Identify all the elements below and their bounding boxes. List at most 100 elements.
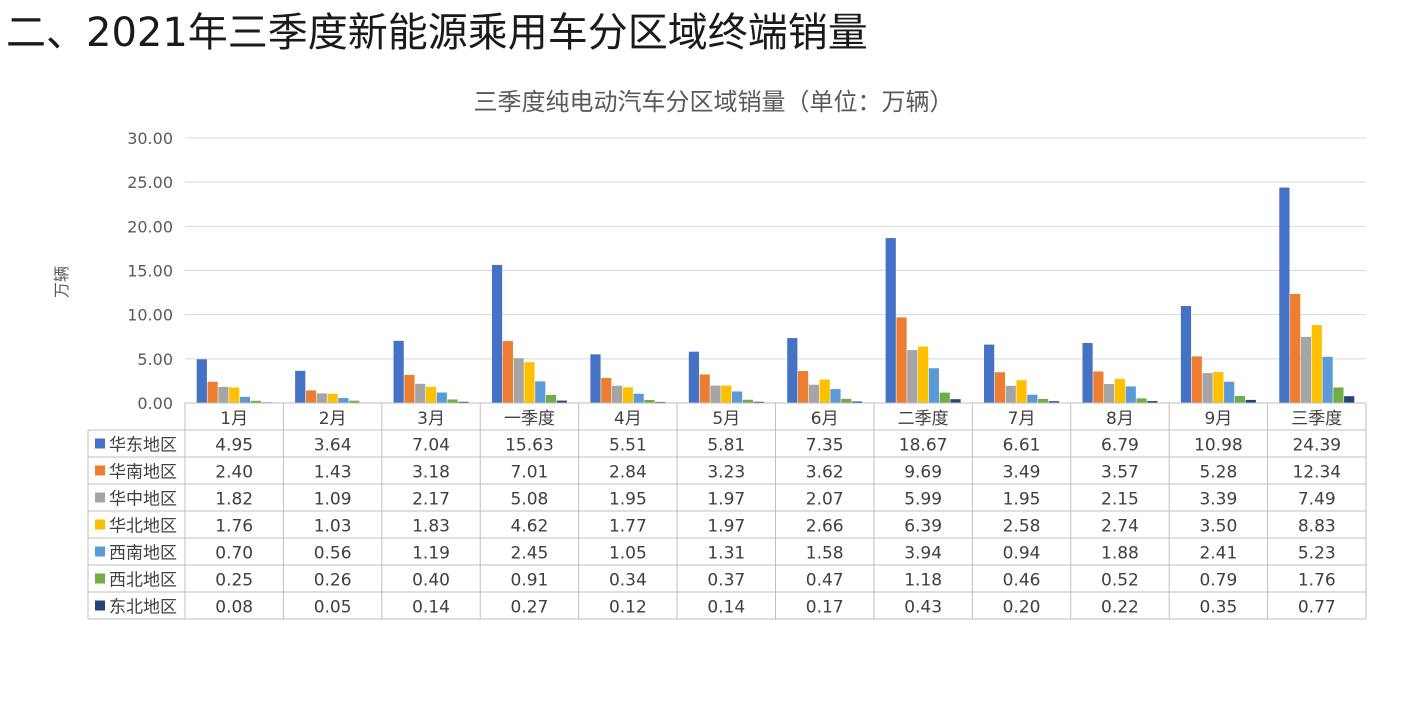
table-value: 1.19 (412, 544, 450, 564)
table-value: 2.58 (1003, 517, 1041, 537)
table-value: 0.26 (314, 571, 352, 591)
table-value: 3.50 (1199, 517, 1237, 537)
category-label: 4月 (614, 409, 642, 429)
bar (1202, 373, 1213, 403)
bar (1104, 384, 1115, 403)
table-value: 0.56 (314, 544, 352, 564)
page-heading: 二、2021年三季度新能源乘用车分区域终端销量 (6, 10, 868, 56)
series-name: 华南地区 (109, 463, 177, 483)
table-value: 1.31 (707, 544, 745, 564)
bar (601, 377, 612, 403)
bar (994, 372, 1006, 403)
bar (688, 351, 699, 403)
bar (633, 393, 644, 403)
table-value: 1.95 (1003, 490, 1041, 510)
bar (918, 346, 929, 403)
bar (545, 394, 557, 403)
bar (1048, 401, 1060, 403)
table-value: 5.51 (609, 436, 647, 456)
bar (808, 384, 820, 403)
bar (513, 358, 524, 403)
bar (907, 350, 918, 403)
table-value: 4.95 (215, 436, 253, 456)
category-label: 二季度 (898, 409, 949, 429)
table-value: 6.39 (904, 517, 942, 537)
bar (1082, 343, 1093, 403)
bar (1322, 356, 1333, 403)
bar (830, 389, 841, 403)
table-value: 1.58 (806, 544, 844, 564)
bar (229, 387, 240, 403)
category-label: 1月 (220, 409, 248, 429)
series-name: 东北地区 (109, 598, 177, 618)
table-value: 2.41 (1199, 544, 1237, 564)
bar (393, 340, 404, 403)
bar (852, 401, 863, 403)
table-value: 0.40 (412, 571, 450, 591)
legend-swatch (95, 600, 105, 611)
table-value: 1.18 (904, 571, 942, 591)
table-value: 1.97 (707, 517, 745, 537)
table-value: 1.88 (1101, 544, 1139, 564)
table-value: 2.17 (412, 490, 450, 510)
table-value: 0.35 (1199, 598, 1237, 618)
table-value: 3.94 (904, 544, 942, 564)
table-value: 1.76 (1298, 571, 1336, 591)
table-value: 0.20 (1003, 598, 1041, 618)
bar (1027, 394, 1038, 403)
table-value: 1.83 (412, 517, 450, 537)
table-value: 5.08 (511, 490, 549, 510)
bar (447, 399, 458, 403)
bar (939, 392, 950, 403)
y-tick-label: 0.00 (137, 394, 173, 413)
bar (436, 392, 447, 403)
table-value: 1.05 (609, 544, 647, 564)
table-value: 0.05 (314, 598, 352, 618)
category-label: 9月 (1204, 409, 1232, 429)
table-value: 0.25 (215, 571, 253, 591)
bar (798, 371, 809, 403)
legend-swatch (95, 465, 105, 476)
table-value: 3.39 (1199, 490, 1237, 510)
bar (622, 387, 633, 403)
table-value: 0.37 (707, 571, 745, 591)
bar (349, 400, 360, 403)
bar (721, 385, 732, 403)
table-value: 0.91 (511, 571, 549, 591)
category-label: 三季度 (1291, 409, 1342, 429)
bar (250, 400, 261, 403)
bar (1180, 306, 1192, 403)
bar (295, 370, 306, 403)
table-value: 2.74 (1101, 517, 1139, 537)
table-value: 0.46 (1003, 571, 1041, 591)
bar (502, 341, 513, 403)
table-value: 0.94 (1003, 544, 1041, 564)
bar (338, 398, 349, 403)
bar (885, 238, 896, 403)
y-tick-label: 5.00 (137, 350, 173, 369)
table-value: 18.67 (899, 436, 948, 456)
table-value: 7.01 (511, 463, 549, 483)
table-value: 3.57 (1101, 463, 1139, 483)
series-name: 华北地区 (109, 517, 177, 537)
table-value: 7.35 (806, 436, 844, 456)
series-name: 华东地区 (109, 436, 177, 456)
table-value: 2.40 (215, 463, 253, 483)
bar (896, 317, 907, 403)
bar (1191, 356, 1202, 403)
table-value: 1.76 (215, 517, 253, 537)
table-value: 0.43 (904, 598, 942, 618)
bar (415, 383, 426, 403)
bar (841, 398, 852, 403)
table-value: 3.62 (806, 463, 844, 483)
bar (1311, 325, 1322, 403)
table-value: 1.77 (609, 517, 647, 537)
category-label: 8月 (1106, 409, 1134, 429)
bar (556, 400, 567, 403)
table-value: 24.39 (1292, 436, 1341, 456)
bar (196, 359, 207, 403)
bar (1005, 385, 1016, 403)
legend-swatch (95, 573, 105, 584)
bar (207, 381, 218, 403)
bar (742, 399, 753, 403)
